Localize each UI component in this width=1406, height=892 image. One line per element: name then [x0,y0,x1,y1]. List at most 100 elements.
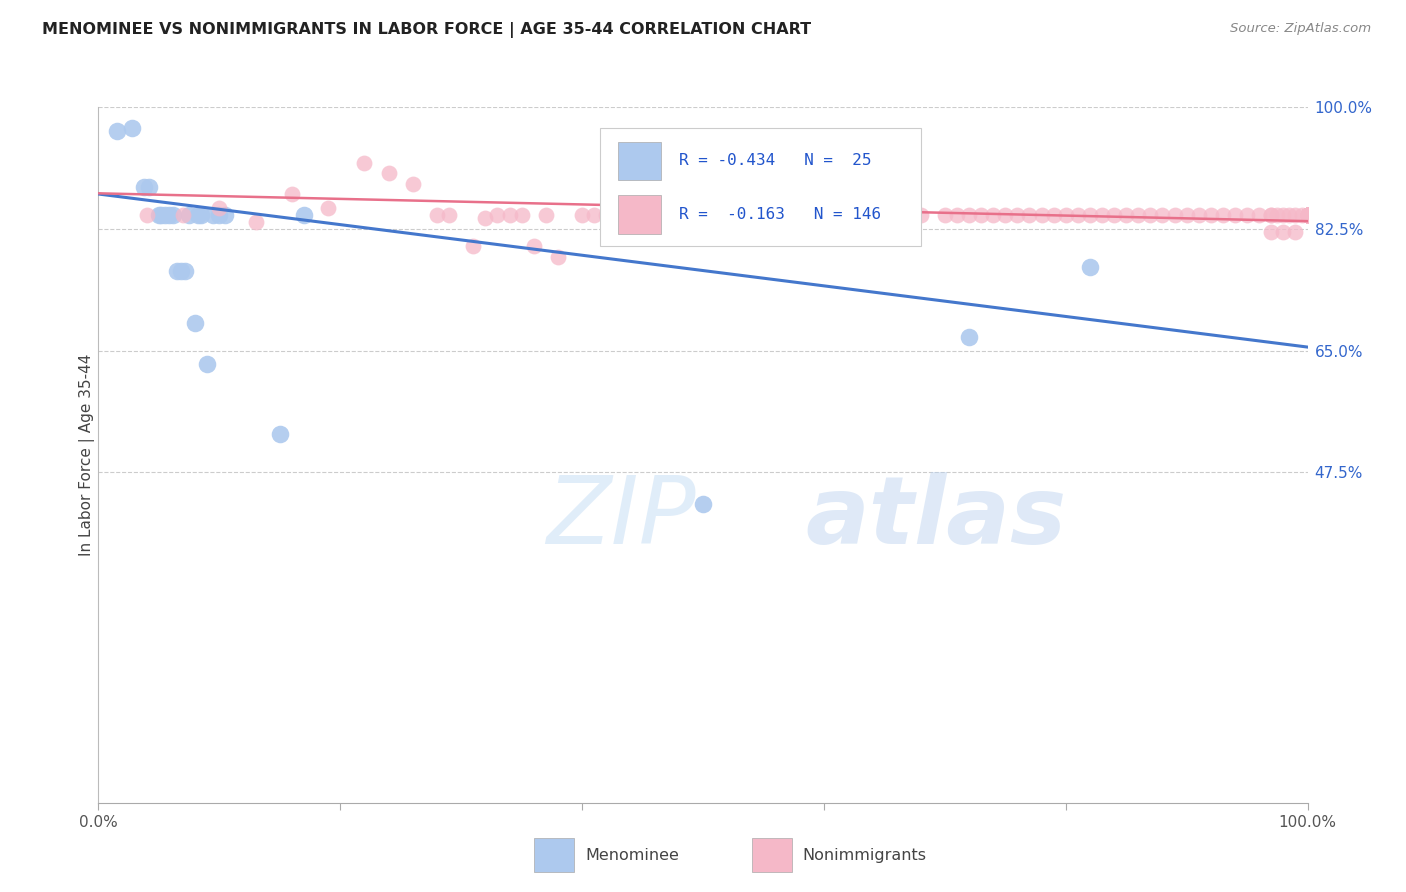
Point [510,208,533,222]
Point [1296,208,1319,222]
Point [1284,208,1306,222]
Point [1260,208,1282,222]
Point [1212,208,1234,222]
Point [190,208,212,222]
Point [1296,208,1319,222]
Point [1296,208,1319,222]
Text: Menominee: Menominee [585,848,679,863]
Point [716,208,738,222]
Point [1296,208,1319,222]
Point [1163,208,1185,222]
Bar [619,195,661,234]
Point [1296,208,1319,222]
Text: Nonimmigrants: Nonimmigrants [803,848,927,863]
Point [498,208,520,222]
Point [150,208,173,222]
Point [837,208,859,222]
Point [1296,208,1319,222]
Point [994,208,1017,222]
Point [1296,208,1319,222]
Point [1296,208,1319,222]
Point [1296,208,1319,222]
Point [148,208,170,222]
Point [1249,208,1271,222]
Point [1296,208,1319,222]
Point [162,208,184,222]
Point [208,208,231,222]
Point [692,497,714,511]
Point [910,208,932,222]
Point [1296,208,1319,222]
Point [486,208,509,222]
Point [523,239,546,253]
Point [873,208,896,222]
Point [1296,208,1319,222]
Point [1296,208,1319,222]
Point [1018,208,1040,222]
Point [1296,208,1319,222]
Point [187,208,209,222]
Point [195,358,218,372]
Point [1296,208,1319,222]
Point [1296,208,1319,222]
Point [1272,208,1295,222]
Point [377,166,399,180]
Point [1296,208,1319,222]
Point [1296,208,1319,222]
Point [860,208,883,222]
Point [644,208,666,222]
Point [1175,208,1198,222]
Point [1296,208,1319,222]
Text: R =  -0.163   N = 146: R = -0.163 N = 146 [679,207,882,222]
Point [1128,208,1150,222]
Text: atlas: atlas [806,472,1067,564]
Point [269,427,291,442]
Point [121,120,143,135]
Point [1296,208,1319,222]
Point [353,155,375,169]
Point [1296,208,1319,222]
Point [169,263,191,277]
Point [1102,208,1125,222]
Point [957,329,980,343]
Bar [619,142,661,180]
Point [1296,208,1319,222]
Point [1296,208,1319,222]
Point [957,208,980,222]
Text: Source: ZipAtlas.com: Source: ZipAtlas.com [1230,22,1371,36]
Point [1007,208,1029,222]
Point [1296,208,1319,222]
Point [1296,208,1319,222]
Point [245,215,267,229]
Point [1296,208,1319,222]
Point [1296,208,1319,222]
Point [153,208,176,222]
Point [1152,208,1174,222]
Point [1296,208,1319,222]
Point [1296,208,1319,222]
Point [1296,208,1319,222]
Point [1296,208,1319,222]
Point [1296,208,1319,222]
Text: ZIP: ZIP [546,472,696,563]
Point [1296,208,1319,222]
Point [1296,208,1319,222]
Point [752,208,775,222]
Point [474,211,496,226]
Point [174,263,197,277]
Point [1296,208,1319,222]
Point [1296,208,1319,222]
Point [1296,208,1319,222]
Point [316,201,339,215]
Point [1091,208,1114,222]
Point [583,208,606,222]
Point [789,208,811,222]
Point [970,208,993,222]
Point [1296,208,1319,222]
Point [1067,208,1090,222]
Point [105,124,128,138]
Y-axis label: In Labor Force | Age 35-44: In Labor Force | Age 35-44 [79,354,96,556]
Point [1291,208,1313,222]
Text: R = -0.434   N =  25: R = -0.434 N = 25 [679,153,872,168]
Point [981,208,1004,222]
